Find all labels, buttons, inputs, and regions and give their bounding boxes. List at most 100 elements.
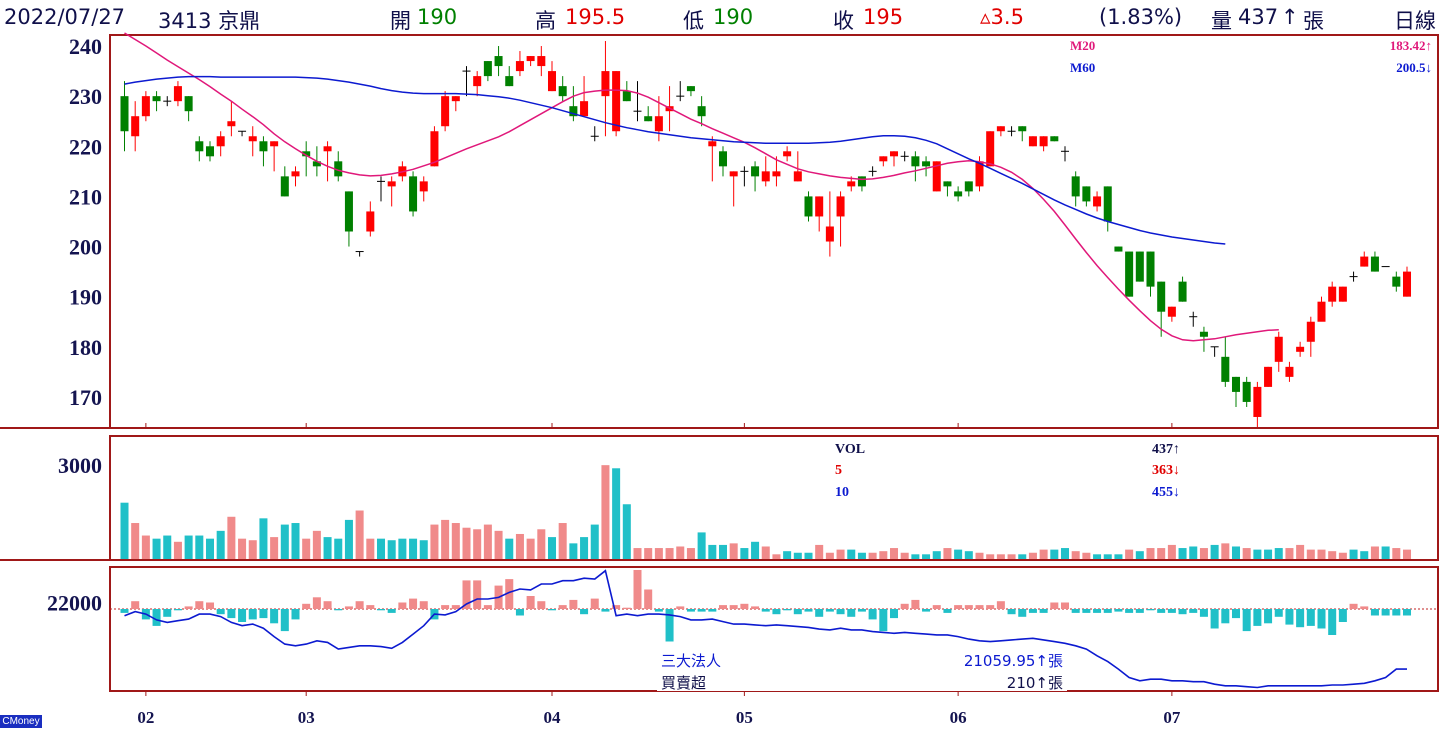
quote-header: 2022/07/27 3413 京鼎 開 190 高 195.5 低 190 收… bbox=[0, 0, 1440, 34]
net-buy-sell-bar bbox=[1264, 609, 1273, 624]
net-buy-sell-bar bbox=[943, 609, 952, 613]
net-buy-sell-bar bbox=[900, 603, 909, 609]
net-buy-sell-legend-value: 210↑張 bbox=[1007, 674, 1063, 692]
net-buy-sell-bar bbox=[1349, 603, 1358, 609]
net-buy-sell-bar bbox=[248, 609, 257, 620]
price-change: ▵3.5 bbox=[980, 5, 1024, 29]
volume-bar bbox=[505, 538, 514, 559]
candle-body bbox=[312, 161, 321, 167]
volume-bar bbox=[815, 544, 824, 559]
candle-body bbox=[783, 151, 792, 157]
candle-body bbox=[729, 171, 738, 177]
candle-body bbox=[141, 96, 150, 117]
net-buy-sell-bar bbox=[1189, 609, 1198, 613]
net-buy-sell-bar bbox=[1103, 609, 1112, 613]
volume-bar bbox=[120, 502, 129, 559]
net-buy-sell-bar bbox=[718, 605, 728, 609]
candle-body bbox=[1028, 136, 1037, 147]
volume-bar bbox=[366, 538, 375, 559]
volume-bar bbox=[1050, 549, 1059, 559]
net-buy-sell-bar bbox=[815, 609, 824, 617]
volume-bar bbox=[323, 537, 332, 559]
close-label: 收 bbox=[833, 9, 854, 33]
candle-body bbox=[847, 181, 856, 187]
candle-body bbox=[612, 71, 621, 132]
candle-body bbox=[718, 151, 728, 167]
candle-body bbox=[483, 61, 492, 77]
net-buy-sell-bar bbox=[1167, 609, 1176, 613]
volume-bar bbox=[291, 523, 300, 559]
candle-body bbox=[131, 116, 140, 137]
net-buy-sell-bar bbox=[922, 609, 931, 612]
candle-body bbox=[205, 146, 215, 157]
volume-bar bbox=[836, 549, 845, 559]
candle-body bbox=[366, 211, 375, 232]
candle-body bbox=[922, 161, 931, 167]
net-buy-sell-bar bbox=[825, 609, 834, 612]
net-buy-sell-bar bbox=[537, 601, 546, 609]
net-buy-sell-bar bbox=[526, 596, 535, 609]
period-selector[interactable]: 日線 bbox=[1394, 9, 1436, 33]
volume-bar bbox=[1028, 552, 1037, 559]
volume-bar bbox=[580, 537, 589, 559]
price-tick-label: 220 bbox=[69, 134, 102, 159]
net-buy-sell-bar bbox=[601, 609, 610, 612]
volume-bar bbox=[1381, 546, 1390, 559]
volume-bar bbox=[1242, 548, 1251, 559]
candle-body bbox=[419, 181, 428, 192]
candle-body bbox=[772, 171, 781, 177]
institutional-legend-name: 三大法人 bbox=[661, 652, 721, 670]
net-buy-sell-bar bbox=[291, 609, 300, 620]
stock-code-name[interactable]: 3413 京鼎 bbox=[158, 9, 261, 33]
net-buy-sell-bar bbox=[911, 599, 920, 609]
x-tick-label: 04 bbox=[544, 708, 562, 727]
net-buy-sell-bar bbox=[729, 605, 738, 609]
volume-bar bbox=[1392, 548, 1401, 559]
candle-body bbox=[1274, 336, 1283, 362]
net-buy-sell-bar bbox=[1370, 609, 1379, 616]
volume-bar bbox=[334, 538, 343, 559]
net-buy-sell-bar bbox=[1071, 609, 1080, 613]
net-buy-sell-bar bbox=[184, 606, 193, 609]
volume-bar bbox=[804, 552, 813, 559]
volume-bar bbox=[1018, 554, 1027, 559]
volume-bar bbox=[227, 516, 236, 559]
volume-bar bbox=[922, 554, 931, 559]
net-buy-sell-bar bbox=[708, 609, 717, 612]
volume-bar bbox=[1060, 548, 1070, 559]
candle-body bbox=[505, 76, 514, 87]
net-buy-sell-bar bbox=[1221, 609, 1230, 624]
candle-body bbox=[911, 156, 920, 167]
candle-body bbox=[1221, 356, 1230, 382]
net-buy-sell-bar bbox=[366, 605, 375, 609]
candle-body bbox=[409, 176, 418, 212]
net-buy-sell-bar bbox=[1306, 609, 1315, 626]
net-buy-sell-bar bbox=[751, 606, 760, 609]
net-buy-sell-bar bbox=[1274, 609, 1283, 617]
net-buy-sell-bar bbox=[1135, 609, 1144, 613]
x-tick-label: 07 bbox=[1163, 708, 1181, 727]
net-buy-sell-bar bbox=[483, 605, 492, 609]
volume-bar bbox=[686, 548, 695, 559]
brand-logo: CMoney bbox=[0, 715, 42, 728]
candle-body bbox=[494, 56, 503, 67]
candle-body bbox=[558, 86, 567, 97]
net-buy-sell-bar bbox=[1285, 609, 1294, 625]
volume-bar bbox=[526, 538, 535, 559]
net-buy-sell-bar bbox=[1050, 602, 1059, 609]
institutional-tick-label: 22000 bbox=[47, 590, 102, 615]
price-change-percent: (1.83%) bbox=[1099, 5, 1183, 29]
candle-body bbox=[857, 176, 866, 187]
net-buy-sell-bar bbox=[1231, 609, 1241, 619]
net-buy-sell-bar bbox=[302, 603, 311, 609]
volume-bar bbox=[857, 552, 866, 559]
candle-body bbox=[1167, 306, 1176, 317]
net-buy-sell-bar bbox=[1328, 609, 1337, 635]
close-value: 195 bbox=[863, 5, 904, 29]
net-buy-sell-bar bbox=[195, 601, 204, 609]
candle-body bbox=[334, 161, 343, 177]
volume-panel-frame bbox=[109, 435, 1439, 561]
volume-bar bbox=[1402, 549, 1412, 559]
net-buy-sell-bar bbox=[612, 605, 621, 609]
